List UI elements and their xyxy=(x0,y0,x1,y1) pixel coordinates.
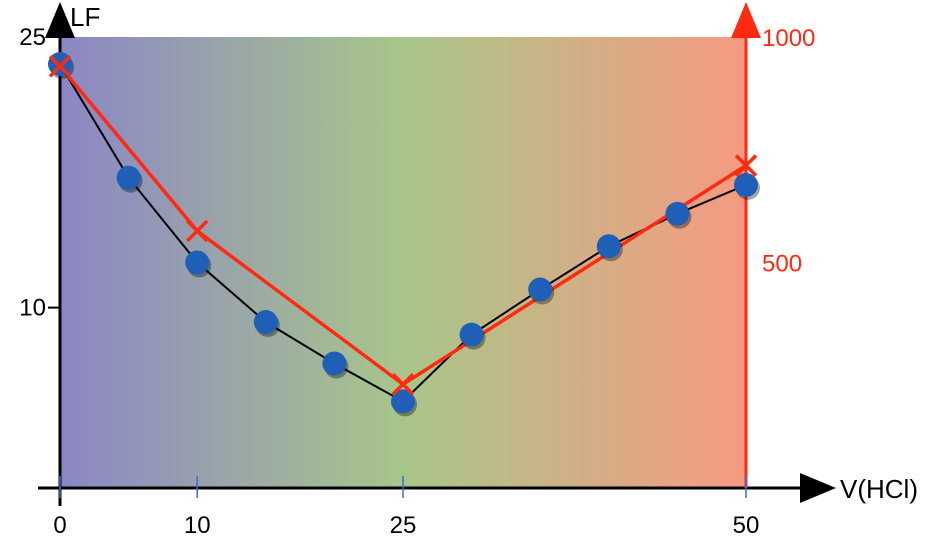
series-x-line xyxy=(58,65,747,387)
y-axis-title: LF xyxy=(70,2,100,32)
data-point xyxy=(596,234,621,259)
data-point xyxy=(185,250,210,275)
x-tick-label: 10 xyxy=(184,512,211,539)
data-point xyxy=(734,172,758,197)
x-axis-title: V(HCl) xyxy=(840,474,918,504)
ticks: 0 10 25 50 10 25 500 1000 xyxy=(19,24,815,539)
y-left-tick-label: 10 xyxy=(19,295,46,322)
data-point xyxy=(391,389,415,414)
data-point-x xyxy=(734,154,758,177)
y-right-tick-label: 500 xyxy=(762,251,802,278)
data-point xyxy=(322,351,347,376)
axes xyxy=(38,2,836,506)
data-point xyxy=(528,277,553,302)
x-tick-label: 50 xyxy=(733,512,760,539)
y-right-tick-label: 1000 xyxy=(762,25,815,52)
data-point xyxy=(253,310,278,335)
data-point xyxy=(116,165,141,190)
data-point-x xyxy=(391,373,415,396)
data-point xyxy=(459,322,484,347)
x-tick-label: 25 xyxy=(390,512,417,539)
plot-background xyxy=(60,37,746,488)
data-point-x xyxy=(48,55,72,78)
y-left-tick-label: 25 xyxy=(19,24,46,51)
series-marks xyxy=(48,52,760,417)
data-point-x xyxy=(185,219,209,243)
x-tick-label: 0 xyxy=(53,512,66,539)
data-point xyxy=(665,201,690,226)
